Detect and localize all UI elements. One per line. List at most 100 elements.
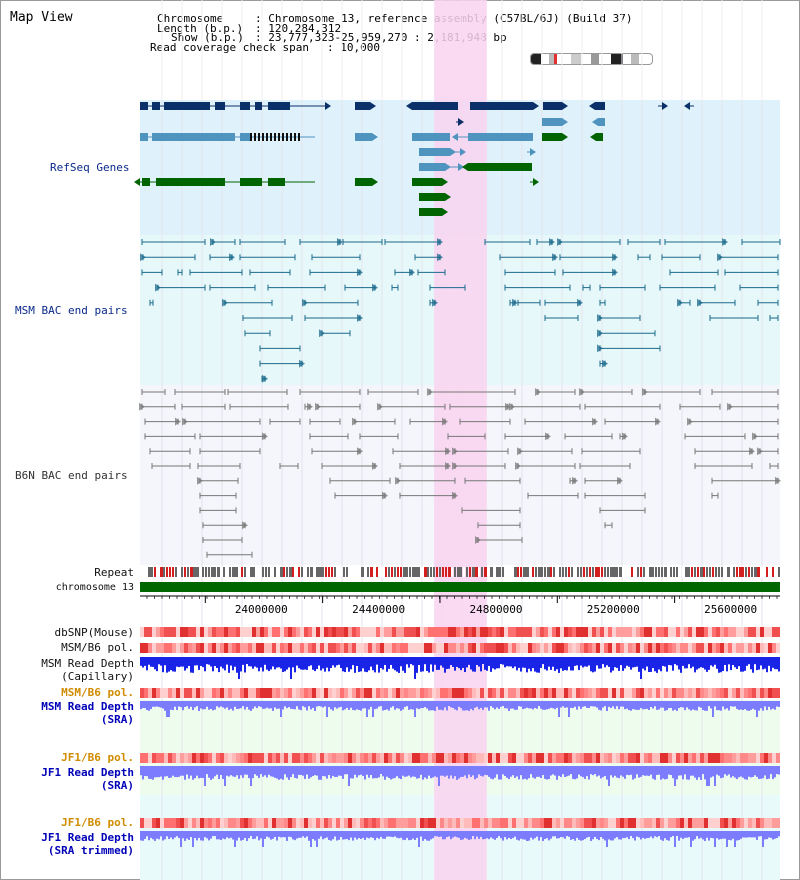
gene-exon[interactable] xyxy=(164,102,210,110)
depth-bar xyxy=(448,657,450,669)
depth-bar xyxy=(406,766,408,777)
heat-cell xyxy=(756,753,760,763)
depth-bar xyxy=(244,831,246,838)
depth-bar xyxy=(424,657,426,665)
gene-exon[interactable] xyxy=(255,102,262,110)
depth-bar xyxy=(588,831,590,837)
heat-cell xyxy=(676,627,680,637)
heat-cell xyxy=(196,818,200,828)
depth-bar xyxy=(312,766,314,777)
gene-exon[interactable] xyxy=(542,118,562,126)
depth-bar xyxy=(648,701,650,711)
heat-cell xyxy=(324,627,328,637)
gene-exon[interactable] xyxy=(355,178,372,186)
heat-cell xyxy=(760,818,764,828)
gene-exon[interactable] xyxy=(468,133,533,141)
depth-bar xyxy=(344,701,346,710)
heat-cell xyxy=(208,643,212,653)
gene-exon[interactable] xyxy=(542,133,562,141)
refseq-genes-track[interactable] xyxy=(134,102,694,216)
gene-exon[interactable] xyxy=(215,102,225,110)
depth-bar xyxy=(680,766,682,776)
gene-exon[interactable] xyxy=(468,163,532,171)
gene-exon[interactable] xyxy=(412,102,458,110)
depth-bar xyxy=(652,701,654,709)
heat-cell xyxy=(376,627,380,637)
b6n-bac-end-pairs-track[interactable] xyxy=(139,388,781,558)
heat-cell xyxy=(620,688,624,698)
repeat-element xyxy=(412,567,415,577)
depth-bar xyxy=(208,766,210,778)
gene-exon[interactable] xyxy=(355,102,370,110)
bac-end-arrow xyxy=(517,447,523,456)
heat-cell xyxy=(740,627,744,637)
gene-exon[interactable] xyxy=(598,118,605,126)
depth-bar xyxy=(316,831,318,847)
selected-region-highlight[interactable] xyxy=(434,0,487,880)
repeat-element xyxy=(301,567,303,577)
heat-cell xyxy=(764,753,768,763)
gene-exon[interactable] xyxy=(419,193,445,201)
depth-bar xyxy=(510,766,512,777)
heat-cell xyxy=(336,627,340,637)
depth-bar xyxy=(432,657,434,672)
depth-bar xyxy=(194,766,196,779)
heat-cell xyxy=(768,688,772,698)
depth-bar xyxy=(738,766,740,778)
depth-bar xyxy=(238,766,240,779)
gene-exon[interactable] xyxy=(596,133,603,141)
gene-exon[interactable] xyxy=(140,102,148,110)
depth-bar xyxy=(580,831,582,841)
gene-exon[interactable] xyxy=(419,163,445,171)
depth-bar xyxy=(768,831,770,838)
heat-cell xyxy=(420,818,424,828)
gene-exon[interactable] xyxy=(543,102,562,110)
gene-exon[interactable] xyxy=(419,148,450,156)
depth-bar xyxy=(146,831,148,837)
heat-cell xyxy=(760,627,764,637)
gene-exon[interactable] xyxy=(268,102,290,110)
gene-exon[interactable] xyxy=(240,133,250,141)
repeat-element xyxy=(688,567,690,577)
heat-cell xyxy=(624,688,628,698)
heat-cell xyxy=(252,627,256,637)
heat-cell xyxy=(604,643,608,653)
depth-bar xyxy=(720,701,722,711)
gene-exon[interactable] xyxy=(470,102,533,110)
gene-exon[interactable] xyxy=(412,133,450,141)
depth-bar xyxy=(578,701,580,707)
depth-bar xyxy=(232,831,234,840)
gene-exon[interactable] xyxy=(142,178,150,186)
gene-exon[interactable] xyxy=(140,133,148,141)
depth-bar xyxy=(236,657,238,673)
gene-exon[interactable] xyxy=(419,208,442,216)
repeat-element xyxy=(613,567,616,577)
depth-bar xyxy=(264,831,266,839)
gene-exon[interactable] xyxy=(412,178,442,186)
repeat-track[interactable] xyxy=(145,567,780,577)
gene-exon[interactable] xyxy=(156,178,225,186)
repeat-element xyxy=(724,567,727,577)
depth-bar xyxy=(646,831,648,839)
gene-exon[interactable] xyxy=(240,102,250,110)
heat-cell xyxy=(416,753,420,763)
depth-bar xyxy=(206,657,208,665)
heat-cell xyxy=(340,818,344,828)
gene-exon[interactable] xyxy=(240,178,262,186)
gene-exon[interactable] xyxy=(268,178,285,186)
depth-bar xyxy=(730,657,732,671)
heat-cell xyxy=(456,753,460,763)
gene-exon[interactable] xyxy=(152,133,235,141)
gene-exon[interactable] xyxy=(595,102,605,110)
chromosome-bar[interactable] xyxy=(140,582,780,592)
heat-cell xyxy=(484,627,488,637)
msm-bac-end-pairs-track[interactable] xyxy=(140,238,781,383)
heat-cell xyxy=(644,688,648,698)
heat-cell xyxy=(212,818,216,828)
depth-bar xyxy=(290,657,292,679)
depth-bar xyxy=(572,657,574,671)
depth-bar xyxy=(182,701,184,711)
gene-exon[interactable] xyxy=(355,133,372,141)
gene-exon[interactable] xyxy=(152,102,160,110)
